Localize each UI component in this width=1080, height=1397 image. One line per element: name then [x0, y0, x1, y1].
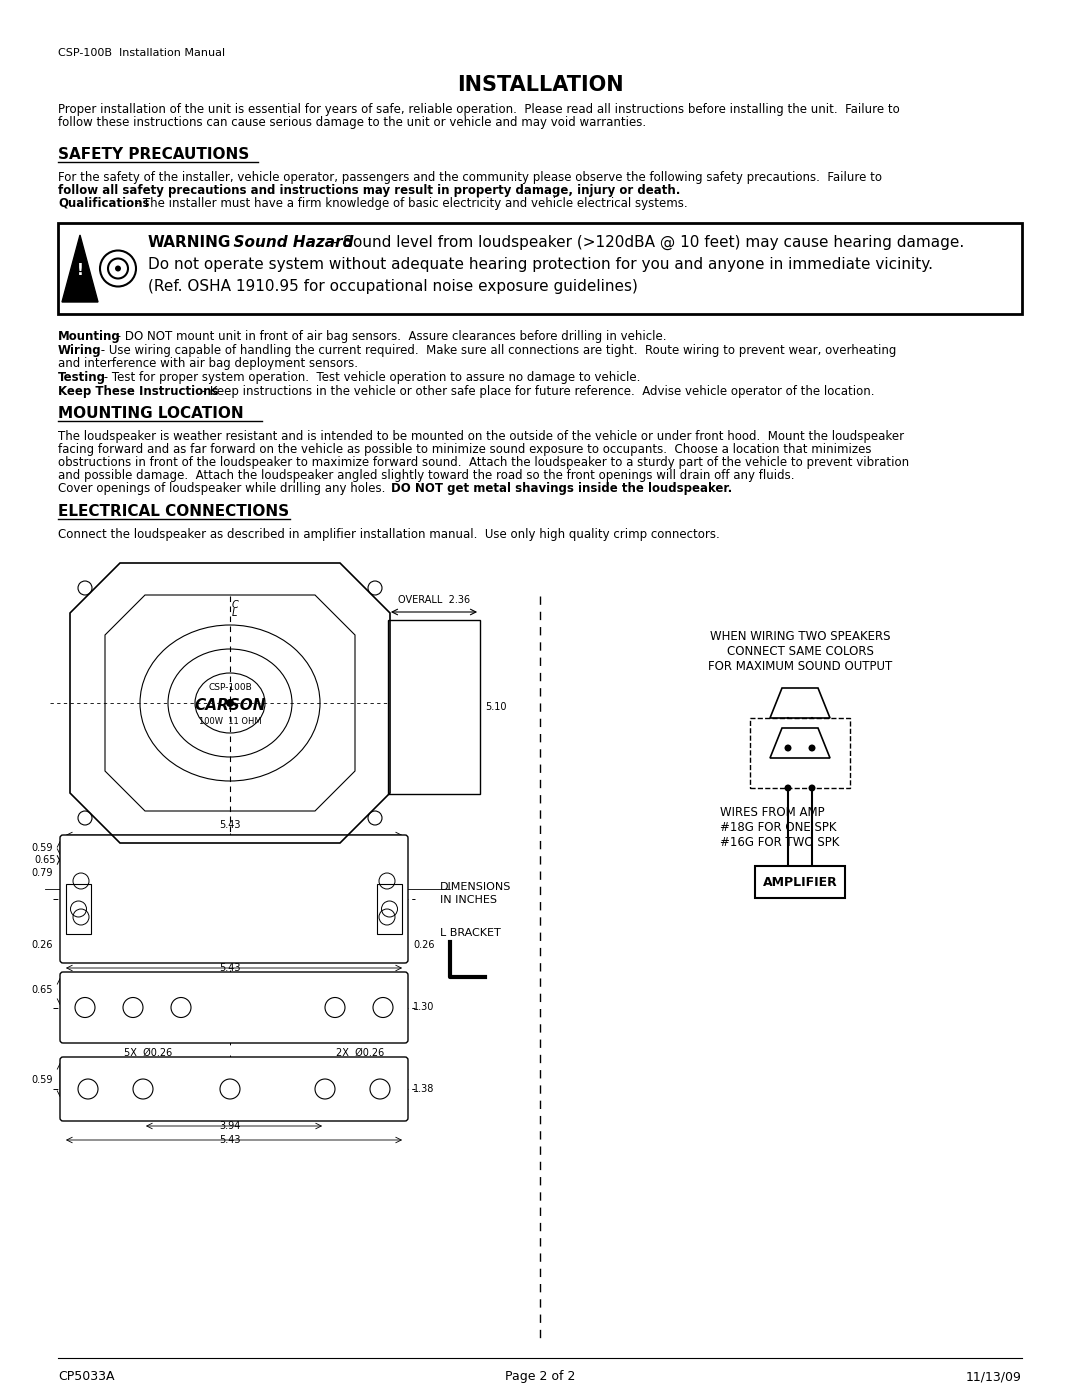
Text: 1.38: 1.38 — [413, 1084, 434, 1094]
Circle shape — [114, 265, 121, 271]
Bar — [58, 224, 1022, 314]
Bar — [755, 866, 845, 898]
Circle shape — [784, 785, 792, 792]
Text: WHT: WHT — [770, 722, 780, 745]
Text: 0.59: 0.59 — [31, 1076, 53, 1085]
Text: Sound Hazard: Sound Hazard — [222, 235, 353, 250]
Text: - Test for proper system operation.  Test vehicle operation to assure no damage : - Test for proper system operation. Test… — [100, 372, 640, 384]
Text: - DO NOT mount unit in front of air bag sensors.  Assure clearances before drill: - DO NOT mount unit in front of air bag … — [113, 330, 666, 344]
Text: CSP-100B  Installation Manual: CSP-100B Installation Manual — [58, 47, 225, 59]
Text: Testing: Testing — [58, 372, 106, 384]
Circle shape — [809, 785, 815, 792]
Text: Page 2 of 2: Page 2 of 2 — [504, 1370, 576, 1383]
Polygon shape — [62, 235, 98, 302]
Text: C: C — [232, 599, 239, 610]
Text: 0.26: 0.26 — [31, 940, 53, 950]
Text: AMPLIFIER: AMPLIFIER — [762, 876, 837, 888]
Text: 0.59: 0.59 — [31, 842, 53, 854]
Text: 5.43: 5.43 — [219, 963, 241, 972]
Text: - Keep instructions in the vehicle or other safe place for future reference.  Ad: - Keep instructions in the vehicle or ot… — [198, 386, 875, 398]
Text: Qualifications: Qualifications — [58, 197, 149, 210]
Bar — [750, 718, 850, 788]
Circle shape — [226, 698, 234, 707]
Text: 0.65: 0.65 — [35, 855, 56, 865]
Text: FOR MAXIMUM SOUND OUTPUT: FOR MAXIMUM SOUND OUTPUT — [707, 659, 892, 673]
Text: DIMENSIONS
IN INCHES: DIMENSIONS IN INCHES — [440, 882, 511, 905]
Text: !: ! — [77, 263, 83, 278]
Text: BRN: BRN — [820, 722, 831, 743]
Text: 5.43: 5.43 — [219, 820, 241, 830]
Text: 5.43: 5.43 — [219, 862, 241, 872]
Text: Ø0.26: Ø0.26 — [95, 840, 124, 849]
Text: - Sound level from loudspeaker (>120dBA @ 10 feet) may cause hearing damage.: - Sound level from loudspeaker (>120dBA … — [328, 235, 964, 250]
Text: Wiring: Wiring — [58, 344, 102, 358]
Text: WARNING: WARNING — [148, 235, 231, 250]
Text: INSTALLATION: INSTALLATION — [457, 75, 623, 95]
Text: CSP-100B: CSP-100B — [208, 683, 252, 693]
Text: Keep These Instructions: Keep These Instructions — [58, 386, 218, 398]
Text: 4.49: 4.49 — [219, 935, 241, 944]
Text: WHEN WIRING TWO SPEAKERS: WHEN WIRING TWO SPEAKERS — [710, 630, 890, 643]
Text: Proper installation of the unit is essential for years of safe, reliable operati: Proper installation of the unit is essen… — [58, 103, 900, 116]
Text: 5.10: 5.10 — [485, 703, 507, 712]
Text: DO NOT get metal shavings inside the loudspeaker.: DO NOT get metal shavings inside the lou… — [391, 482, 732, 495]
Text: 5X  Ø0.26: 5X Ø0.26 — [124, 1048, 172, 1058]
Bar — [66, 884, 91, 935]
Text: Do not operate system without adequate hearing protection for you and anyone in : Do not operate system without adequate h… — [148, 257, 933, 272]
Text: - Use wiring capable of handling the current required.  Make sure all connection: - Use wiring capable of handling the cur… — [97, 344, 896, 358]
Text: 100W  11 OHM: 100W 11 OHM — [199, 717, 261, 725]
Text: 0.65: 0.65 — [31, 985, 53, 995]
Text: 0.26: 0.26 — [413, 940, 434, 950]
Text: #18G FOR ONE SPK: #18G FOR ONE SPK — [720, 821, 837, 834]
Bar — [377, 884, 402, 935]
Text: 2X  Ø0.26: 2X Ø0.26 — [336, 1048, 384, 1058]
Text: follow these instructions can cause serious damage to the unit or vehicle and ma: follow these instructions can cause seri… — [58, 116, 646, 129]
Text: CP5033A: CP5033A — [58, 1370, 114, 1383]
Text: 1.30: 1.30 — [413, 1003, 434, 1013]
Text: BRN: BRN — [820, 763, 831, 784]
Text: and possible damage.  Attach the loudspeaker angled slightly toward the road so : and possible damage. Attach the loudspea… — [58, 469, 795, 482]
Text: WHT: WHT — [770, 761, 780, 785]
Text: Mounting: Mounting — [58, 330, 121, 344]
Text: CONNECT SAME COLORS: CONNECT SAME COLORS — [727, 645, 874, 658]
Text: #16G FOR TWO SPK: #16G FOR TWO SPK — [720, 835, 839, 849]
Text: obstructions in front of the loudspeaker to maximize forward sound.  Attach the : obstructions in front of the loudspeaker… — [58, 455, 909, 469]
Text: 11/13/09: 11/13/09 — [967, 1370, 1022, 1383]
Text: and interference with air bag deployment sensors.: and interference with air bag deployment… — [58, 358, 357, 370]
Text: facing forward and as far forward on the vehicle as possible to minimize sound e: facing forward and as far forward on the… — [58, 443, 872, 455]
Text: L BRACKET: L BRACKET — [440, 928, 501, 937]
Text: MOUNTING LOCATION: MOUNTING LOCATION — [58, 407, 244, 420]
Text: 3.94: 3.94 — [219, 1120, 241, 1132]
Text: CARSON: CARSON — [194, 697, 266, 712]
Text: 6.34: 6.34 — [249, 875, 271, 886]
Bar — [388, 620, 480, 793]
FancyBboxPatch shape — [60, 972, 408, 1044]
Text: 0.79: 0.79 — [31, 868, 53, 877]
Text: SAFETY PRECAUTIONS: SAFETY PRECAUTIONS — [58, 147, 249, 162]
Text: ELECTRICAL CONNECTIONS: ELECTRICAL CONNECTIONS — [58, 504, 289, 520]
Text: L: L — [232, 608, 238, 617]
FancyBboxPatch shape — [60, 835, 408, 963]
Text: 5.43: 5.43 — [219, 1134, 241, 1146]
Text: follow all safety precautions and instructions may result in property damage, in: follow all safety precautions and instru… — [58, 184, 680, 197]
Text: Cover openings of loudspeaker while drilling any holes.: Cover openings of loudspeaker while dril… — [58, 482, 393, 495]
FancyBboxPatch shape — [60, 1058, 408, 1120]
Circle shape — [809, 745, 815, 752]
Text: Connect the loudspeaker as described in amplifier installation manual.  Use only: Connect the loudspeaker as described in … — [58, 528, 719, 541]
Text: The loudspeaker is weather resistant and is intended to be mounted on the outsid: The loudspeaker is weather resistant and… — [58, 430, 904, 443]
Text: OVERALL  2.36: OVERALL 2.36 — [397, 595, 470, 605]
Text: Ø0.26: Ø0.26 — [300, 875, 329, 886]
Text: For the safety of the installer, vehicle operator, passengers and the community : For the safety of the installer, vehicle… — [58, 170, 882, 184]
Text: - The installer must have a firm knowledge of basic electricity and vehicle elec: - The installer must have a firm knowled… — [131, 197, 688, 210]
Text: (Ref. OSHA 1910.95 for occupational noise exposure guidelines): (Ref. OSHA 1910.95 for occupational nois… — [148, 279, 638, 293]
Circle shape — [784, 745, 792, 752]
Text: WIRES FROM AMP: WIRES FROM AMP — [720, 806, 825, 819]
